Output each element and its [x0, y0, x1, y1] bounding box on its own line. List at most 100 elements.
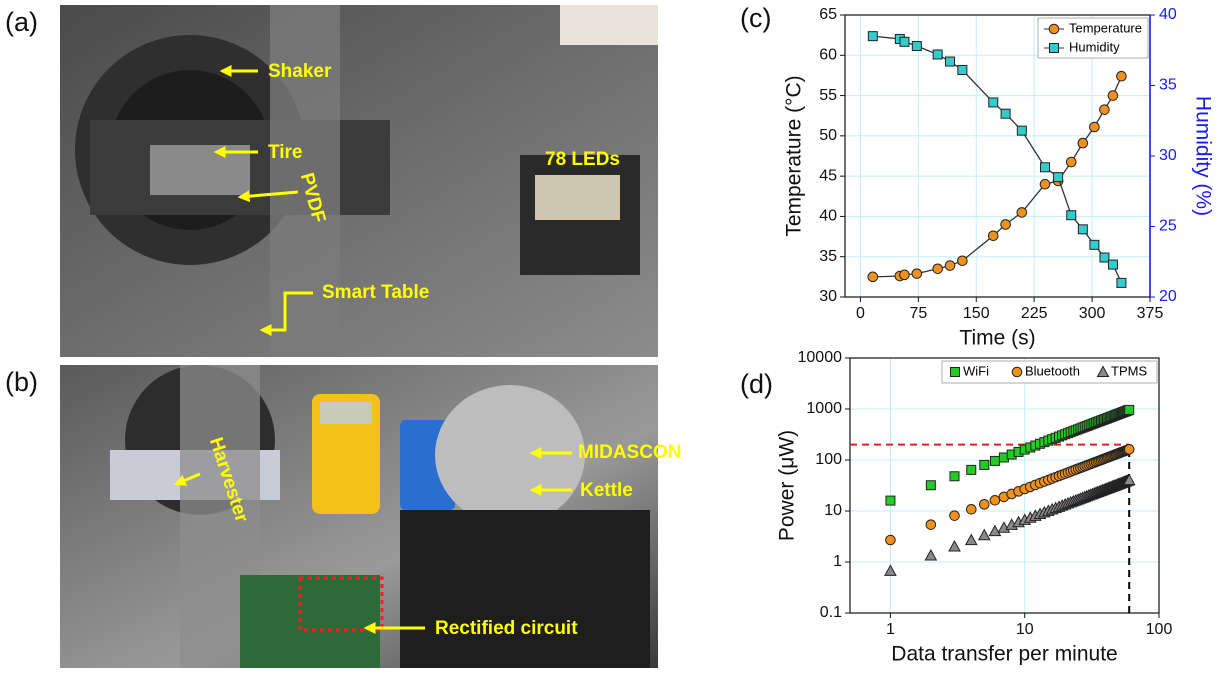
marker	[1122, 473, 1136, 486]
marker	[988, 97, 999, 108]
x-tick-label: 150	[963, 305, 990, 322]
marker	[1000, 219, 1011, 230]
arrow	[237, 190, 299, 203]
y2-tick-label: 30	[1159, 147, 1177, 164]
y-axis-title: Power (μW)	[776, 430, 799, 541]
marker	[1065, 156, 1077, 168]
legend-symbol	[1049, 43, 1059, 53]
y-tick-label: 10000	[798, 349, 843, 366]
marker	[867, 271, 879, 283]
y-tick-label: 10	[824, 502, 842, 519]
y2-tick-label: 35	[1159, 77, 1177, 94]
marker	[977, 528, 991, 541]
y2-axis-title: Humidity (%)	[1191, 96, 1214, 216]
y-tick-label: 0.1	[820, 604, 842, 621]
marker	[1099, 252, 1110, 263]
marker	[957, 64, 968, 75]
marker	[1107, 90, 1119, 101]
legend-label: Humidity	[1069, 39, 1120, 54]
marker	[899, 269, 910, 281]
annotation: Smart Table	[322, 282, 429, 303]
legend-symbol	[1096, 365, 1110, 377]
marker	[949, 510, 960, 521]
marker	[1124, 404, 1135, 415]
y-tick-label: 100	[815, 451, 842, 468]
marker	[964, 533, 978, 546]
annotation: Tire	[268, 142, 303, 163]
marker	[911, 268, 923, 279]
y-tick-label: 60	[819, 47, 837, 64]
y-tick-label: 55	[819, 87, 837, 104]
marker	[1123, 444, 1135, 455]
legend-symbol	[950, 367, 960, 377]
marker	[1089, 121, 1100, 133]
marker	[1107, 259, 1118, 270]
y2-tick-label: 25	[1159, 218, 1177, 235]
annotation: 78 LEDs	[545, 149, 620, 170]
marker	[1077, 224, 1088, 235]
marker	[948, 539, 961, 552]
marker	[979, 459, 990, 470]
marker	[924, 548, 938, 561]
marker	[978, 499, 990, 510]
x-tick-label: 225	[1021, 305, 1048, 322]
marker	[989, 495, 1001, 506]
y-tick-label: 65	[819, 6, 837, 23]
x-axis-title: Data transfer per minute	[891, 643, 1117, 666]
x-tick-label: 375	[1137, 305, 1164, 322]
y-tick-label: 50	[819, 127, 837, 144]
legend-label: Bluetooth	[1025, 363, 1080, 378]
annotation: MIDASCON	[578, 442, 681, 463]
marker	[1077, 137, 1089, 149]
y-tick-label: 1000	[806, 400, 842, 417]
marker	[1016, 125, 1027, 136]
marker	[944, 260, 956, 271]
legend-label: Temperature	[1069, 20, 1142, 35]
marker	[885, 495, 896, 506]
marker	[911, 41, 922, 52]
y-tick-label: 1	[833, 553, 842, 570]
y2-tick-label: 20	[1159, 288, 1177, 305]
marker	[988, 524, 1002, 537]
y-tick-label: 45	[819, 167, 837, 184]
x-axis-title: Time (s)	[959, 327, 1035, 350]
y-axis-title: Temperature (°C)	[783, 75, 806, 236]
photo-b	[60, 365, 658, 668]
panel-label: (b)	[5, 367, 38, 397]
annotation: Rectified circuit	[435, 618, 578, 639]
legend-label: WiFi	[963, 363, 989, 378]
legend-symbol	[1048, 23, 1060, 35]
marker	[899, 36, 910, 47]
marker	[867, 31, 878, 42]
marker	[1039, 162, 1050, 173]
x-tick-label: 10	[1016, 621, 1034, 638]
x-tick-label: 300	[1079, 305, 1106, 322]
plot-frame	[849, 357, 1160, 614]
marker	[1039, 178, 1051, 190]
marker	[1016, 207, 1028, 218]
marker	[925, 480, 936, 491]
marker	[1099, 104, 1110, 115]
marker	[1066, 210, 1077, 221]
marker	[989, 455, 1000, 466]
marker	[1053, 172, 1064, 183]
x-tick-label: 1	[886, 621, 895, 638]
marker	[1089, 239, 1100, 250]
marker	[885, 534, 896, 546]
panel-label: (c)	[740, 3, 771, 33]
annotation: Shaker	[268, 61, 332, 82]
marker	[957, 255, 968, 267]
annotation: Kettle	[580, 480, 633, 501]
marker	[1116, 70, 1127, 82]
marker	[987, 230, 999, 242]
marker	[884, 564, 897, 576]
panel-label: (d)	[740, 369, 773, 399]
y-tick-label: 35	[819, 248, 837, 265]
marker	[1116, 277, 1127, 288]
marker	[966, 464, 977, 475]
legend-symbol	[1011, 366, 1023, 378]
marker	[932, 49, 943, 60]
arrow	[259, 291, 313, 336]
x-tick-label: 100	[1146, 621, 1173, 638]
marker	[932, 263, 943, 275]
